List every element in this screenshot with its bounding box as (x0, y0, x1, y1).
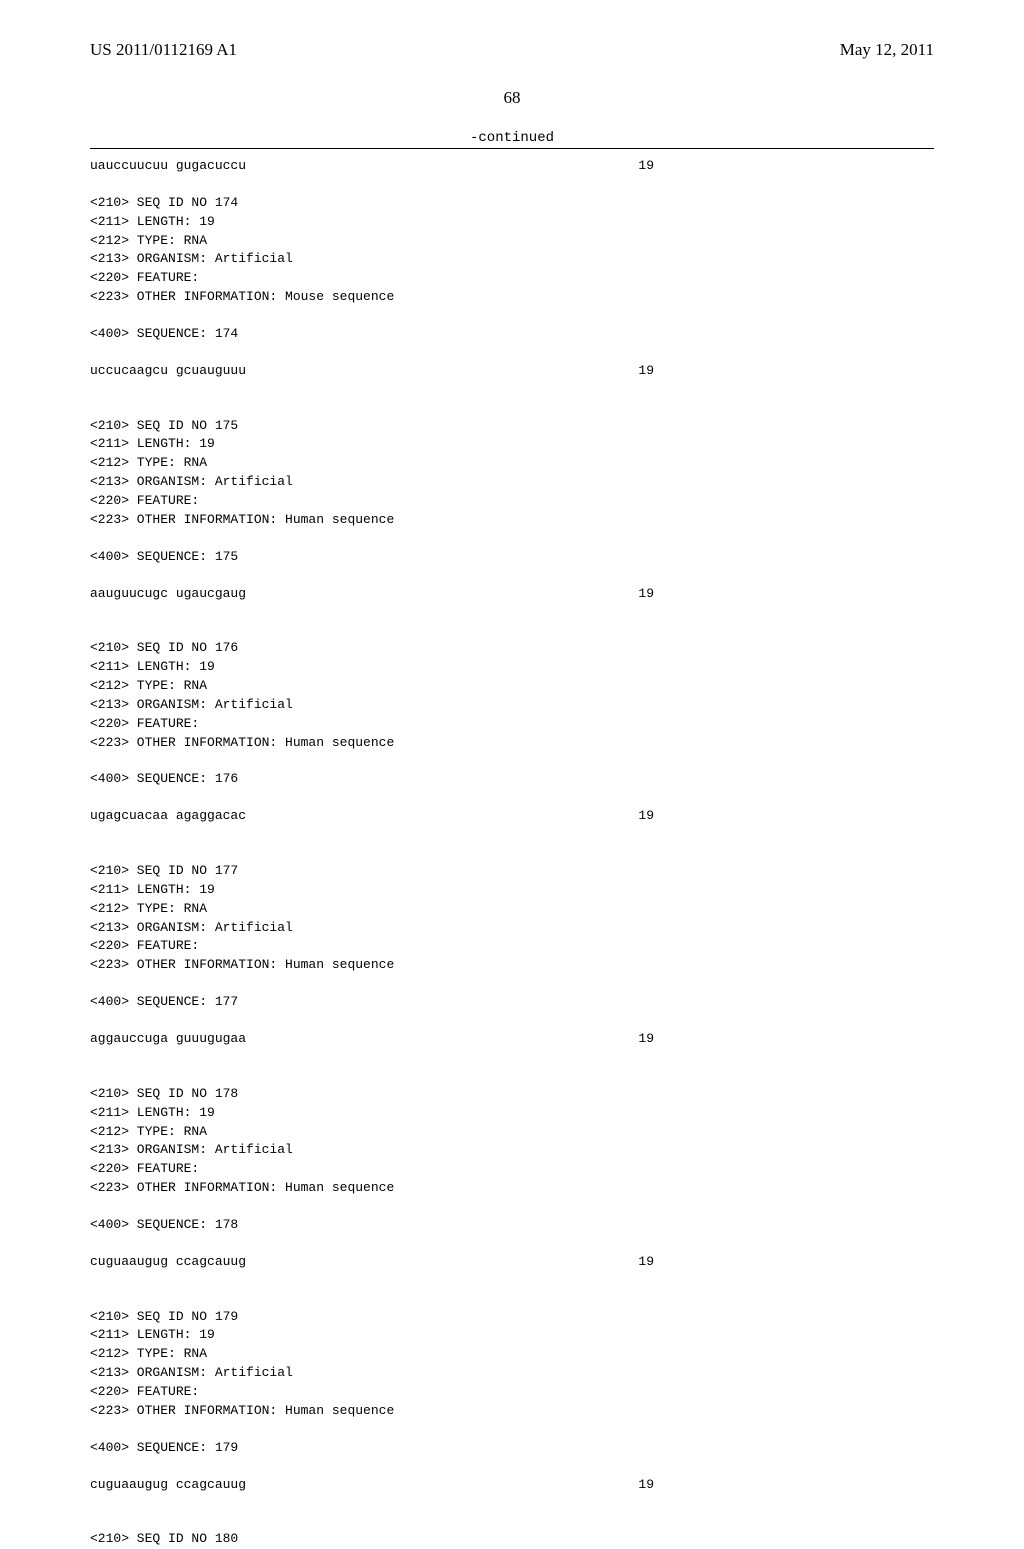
sequence-text: cuguaaugug ccagcauug (90, 1476, 246, 1495)
sequence-row: cuguaaugug ccagcauug 19 (90, 1476, 934, 1495)
sequence-metadata: <210> SEQ ID NO 179 <211> LENGTH: 19 <21… (90, 1308, 934, 1421)
sequence-block: <210> SEQ ID NO 179 <211> LENGTH: 19 <21… (90, 1290, 934, 1495)
sequence-row: cuguaaugug ccagcauug 19 (90, 1253, 934, 1272)
sequence-block: <210> SEQ ID NO 177 <211> LENGTH: 19 <21… (90, 844, 934, 1049)
sequence-entries: <210> SEQ ID NO 174 <211> LENGTH: 19 <21… (90, 176, 934, 1495)
page-number: 68 (90, 88, 934, 108)
sequence-metadata: <210> SEQ ID NO 174 <211> LENGTH: 19 <21… (90, 194, 934, 307)
sequence-text: ugagcuacaa agaggacac (90, 807, 246, 826)
sequence-metadata: <210> SEQ ID NO 178 <211> LENGTH: 19 <21… (90, 1085, 934, 1198)
sequence-label: <400> SEQUENCE: 177 (90, 993, 934, 1012)
top-sequence-row: uauccuucuu gugacuccu 19 (90, 157, 934, 176)
sequence-length: 19 (638, 1253, 934, 1272)
page-header: US 2011/0112169 A1 May 12, 2011 (90, 40, 934, 60)
sequence-length: 19 (638, 585, 934, 604)
sequence-length: 19 (638, 1030, 934, 1049)
sequence-metadata: <210> SEQ ID NO 175 <211> LENGTH: 19 <21… (90, 417, 934, 530)
sequence-label: <400> SEQUENCE: 178 (90, 1216, 934, 1235)
sequence-text: aggauccuga guuugugaa (90, 1030, 246, 1049)
sequence-text: aauguucugc ugaucgaug (90, 585, 246, 604)
pub-number: US 2011/0112169 A1 (90, 40, 237, 60)
sequence-row: ugagcuacaa agaggacac 19 (90, 807, 934, 826)
sequence-block: <210> SEQ ID NO 178 <211> LENGTH: 19 <21… (90, 1067, 934, 1272)
sequence-row: aauguucugc ugaucgaug 19 (90, 585, 934, 604)
sequence-block: <210> SEQ ID NO 174 <211> LENGTH: 19 <21… (90, 176, 934, 381)
sequence-length: 19 (638, 1476, 934, 1495)
sequence-label: <400> SEQUENCE: 175 (90, 548, 934, 567)
sequence-length: 19 (638, 362, 934, 381)
sequence-label: <400> SEQUENCE: 174 (90, 325, 934, 344)
trailing-entry: <210> SEQ ID NO 180 (90, 1530, 934, 1549)
pub-date: May 12, 2011 (840, 40, 934, 60)
sequence-text: uccucaagcu gcuauguuu (90, 362, 246, 381)
sequence-metadata: <210> SEQ ID NO 177 <211> LENGTH: 19 <21… (90, 862, 934, 975)
page-container: US 2011/0112169 A1 May 12, 2011 68 -cont… (0, 0, 1024, 1320)
sequence-label: <400> SEQUENCE: 176 (90, 770, 934, 789)
sequence-metadata: <210> SEQ ID NO 176 <211> LENGTH: 19 <21… (90, 639, 934, 752)
sequence-label: <400> SEQUENCE: 179 (90, 1439, 934, 1458)
sequence-text: uauccuucuu gugacuccu (90, 157, 246, 176)
continued-label: -continued (90, 130, 934, 146)
sequence-text: cuguaaugug ccagcauug (90, 1253, 246, 1272)
sequence-length: 19 (638, 157, 934, 176)
sequence-block: <210> SEQ ID NO 176 <211> LENGTH: 19 <21… (90, 621, 934, 826)
sequence-row: aggauccuga guuugugaa 19 (90, 1030, 934, 1049)
sequence-length: 19 (638, 807, 934, 826)
sequence-block: <210> SEQ ID NO 175 <211> LENGTH: 19 <21… (90, 399, 934, 604)
sequence-row: uccucaagcu gcuauguuu 19 (90, 362, 934, 381)
divider-top (90, 148, 934, 149)
